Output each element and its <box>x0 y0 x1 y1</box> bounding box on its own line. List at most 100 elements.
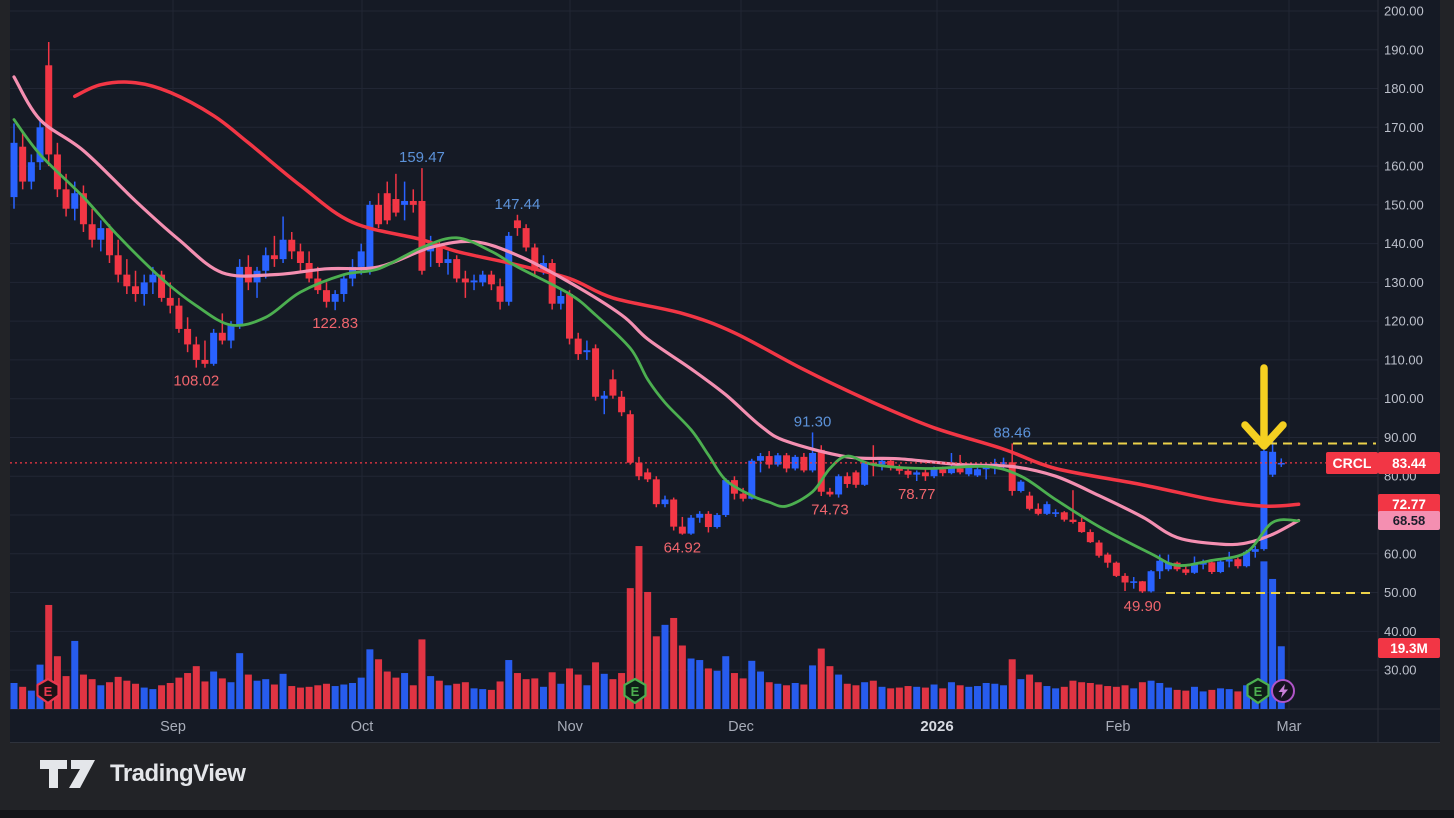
candle <box>479 270 487 287</box>
volume-bar <box>88 679 96 709</box>
volume-bar <box>1017 679 1025 709</box>
candle <box>114 239 122 283</box>
candle <box>1121 573 1129 591</box>
price-tick-label: 60.00 <box>1384 546 1417 561</box>
volume-bar <box>644 591 652 709</box>
candle <box>1208 561 1216 574</box>
price-axis[interactable]: 200.00 190.00 180.00 170.00 160.00 150.00 140.… <box>1384 4 1424 678</box>
volume-bar <box>1121 685 1129 709</box>
volume-bar <box>531 678 539 709</box>
volume-bar <box>27 690 35 709</box>
candle <box>1043 501 1051 516</box>
volume-bar <box>809 665 817 709</box>
candle <box>305 251 313 283</box>
volume-bar <box>704 668 712 709</box>
symbol-price-flag: CRCL <box>1326 452 1378 474</box>
candle <box>566 290 574 345</box>
price-tick-label: 130.00 <box>1384 275 1424 290</box>
candle <box>331 290 339 311</box>
volume-bar <box>349 682 357 709</box>
volume-bar <box>383 671 391 709</box>
candle <box>913 470 921 482</box>
earnings-marker-icon[interactable]: E <box>1246 677 1270 705</box>
volume-bar <box>418 639 426 709</box>
volume-bar <box>270 684 278 709</box>
candle <box>1182 565 1190 576</box>
down-arrow-annotation[interactable] <box>1241 364 1287 450</box>
candle <box>1217 559 1225 574</box>
volume-bar <box>852 685 860 709</box>
candle <box>253 266 261 298</box>
volume-bar <box>158 685 166 709</box>
price-tick-label: 50.00 <box>1384 585 1417 600</box>
volume-bar <box>97 685 105 709</box>
volume-bar <box>800 684 808 709</box>
month-label: Mar <box>1277 719 1302 735</box>
candle <box>1069 490 1077 524</box>
candle <box>88 208 96 248</box>
month-label: 2026 <box>920 718 953 735</box>
candle <box>1147 570 1155 593</box>
volume-bar <box>661 624 669 709</box>
volume-bar <box>210 671 218 709</box>
ma-fast-green <box>12 118 1300 567</box>
candle <box>1095 540 1103 558</box>
tradingview-logo-link[interactable]: TradingView <box>40 759 246 789</box>
candle <box>687 515 695 535</box>
candle <box>817 445 825 497</box>
candle <box>652 476 660 508</box>
volume-bar <box>843 683 851 709</box>
candle <box>36 119 44 170</box>
volume-bar <box>956 685 964 709</box>
volume-bar <box>409 685 417 709</box>
volume-bar <box>652 636 660 709</box>
candle <box>192 336 200 368</box>
volume-bar <box>105 682 113 709</box>
volume-bar <box>1199 691 1207 709</box>
candle <box>322 282 330 308</box>
volume-bar <box>817 648 825 709</box>
price-tick-label: 120.00 <box>1384 314 1424 329</box>
volume-bar <box>262 679 270 709</box>
volume-bar <box>1277 646 1285 709</box>
candle <box>887 458 895 471</box>
candle <box>800 452 808 473</box>
volume-bar <box>748 660 756 709</box>
volume-bar <box>71 640 79 709</box>
volume-bar <box>513 673 521 709</box>
earnings-marker-icon[interactable]: E <box>623 677 647 705</box>
candle <box>444 251 452 275</box>
candle <box>236 259 244 329</box>
price-tick-label: 110.00 <box>1384 352 1423 367</box>
volume-bar <box>45 604 53 709</box>
price-chart-canvas[interactable]: 159.47 147.44 122.83 108.02 91.30 88.46 78.77 7… <box>10 0 1440 742</box>
volume-bar <box>375 659 383 709</box>
candle <box>123 259 131 295</box>
volume-bar <box>479 689 487 709</box>
swing-low-label: 108.02 <box>173 373 219 390</box>
candle <box>10 123 18 209</box>
candle <box>505 231 513 306</box>
volume-bar <box>1043 686 1051 709</box>
volume-bar <box>114 676 122 709</box>
volume-bar <box>140 687 148 709</box>
candle <box>158 270 166 302</box>
candles-layer <box>10 42 1285 593</box>
power-event-marker-icon[interactable] <box>1271 679 1295 703</box>
volume-bar <box>175 677 183 709</box>
candle <box>296 243 304 271</box>
swing-low-label: 74.73 <box>811 502 849 519</box>
swing-low-label: 122.83 <box>312 315 358 332</box>
candle <box>383 181 391 225</box>
volume-bar <box>947 682 955 709</box>
volume-bar <box>1208 689 1216 709</box>
swing-labels: 159.47 147.44 122.83 108.02 91.30 88.46 78.77 7… <box>173 149 1161 615</box>
candle <box>696 511 704 523</box>
candle <box>609 369 617 399</box>
earnings-marker-icon[interactable]: E <box>36 677 60 705</box>
time-axis[interactable]: Sep Oct Nov Dec 2026 Feb Mar <box>160 718 1302 735</box>
volume-bar <box>1234 691 1242 709</box>
chart-panel[interactable]: 159.47 147.44 122.83 108.02 91.30 88.46 78.77 7… <box>10 0 1440 743</box>
month-label: Nov <box>557 719 584 735</box>
